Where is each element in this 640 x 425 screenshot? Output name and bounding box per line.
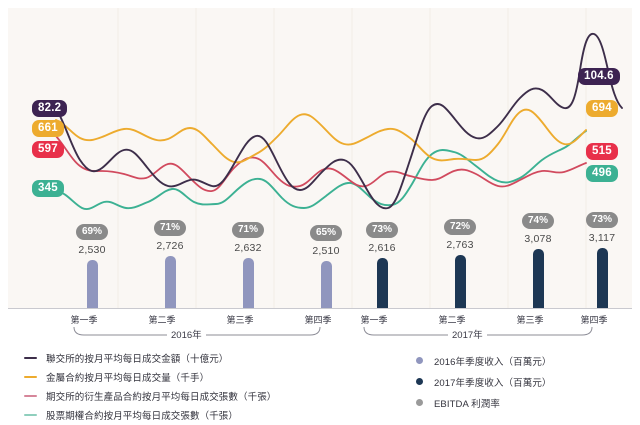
legend-dot-swatch-icon	[416, 399, 423, 406]
year-bracket-2016: 2016年	[72, 326, 322, 344]
value-badge-end-options: 496	[586, 165, 618, 182]
legend-item-equity-options[interactable]: 股票期權合約按月平均每日成交張數（千張）	[24, 405, 384, 424]
bar-group-2017-q4[interactable]: 73% 3,117	[576, 209, 628, 308]
bar-value-label: 2,632	[234, 242, 262, 254]
revenue-bar-2017[interactable]	[454, 255, 466, 308]
legend-label: EBITDA 利潤率	[434, 398, 500, 410]
value-badge-end-hkex: 104.6	[578, 68, 620, 85]
legend-item-revenue-2016[interactable]: 2016年季度收入（百萬元）	[416, 350, 626, 371]
legend-label: 期交所的衍生產品合約按月平均每日成交張數（千張）	[46, 391, 277, 403]
legend-item-ebitda-margin[interactable]: EBITDA 利潤率	[416, 392, 626, 413]
value-badge-start-futures: 597	[32, 141, 64, 158]
value-badge-start-options: 345	[32, 180, 64, 197]
bar-value-label: 2,510	[312, 245, 340, 257]
ebitda-pill: 71%	[231, 222, 264, 238]
legend-dot-swatch-icon	[416, 357, 423, 364]
value-badge-end-metals: 694	[586, 100, 618, 117]
x-tick-2016-q3: 第三季	[226, 315, 254, 325]
x-tick-2017-q2: 第二季	[438, 315, 466, 325]
bar-group-2016-q1[interactable]: 69% 2,530	[66, 221, 118, 308]
ebitda-pill: 72%	[443, 219, 476, 235]
legend-label: 股票期權合約按月平均每日成交張數（千張）	[46, 410, 239, 422]
bar-value-label: 3,117	[588, 232, 616, 244]
bar-value-label: 2,616	[368, 242, 396, 254]
value-badge-end-futures: 515	[586, 143, 618, 160]
legend-line-swatch-icon	[24, 394, 37, 397]
legend-dot-swatch-icon	[416, 378, 423, 385]
legend-item-futures-derivatives[interactable]: 期交所的衍生產品合約按月平均每日成交張數（千張）	[24, 386, 384, 405]
bar-value-label: 2,530	[78, 244, 106, 256]
x-tick-2016-q4: 第四季	[304, 315, 332, 325]
bar-value-label: 2,763	[446, 239, 474, 251]
ebitda-pill: 65%	[309, 225, 342, 241]
legend-bars: 2016年季度收入（百萬元） 2017年季度收入（百萬元） EBITDA 利潤率	[416, 350, 626, 413]
bar-layer: 69% 2,530 71% 2,726 71% 2,632 65% 2,510 …	[8, 8, 632, 308]
revenue-bar-2017[interactable]	[376, 258, 388, 308]
line-chart-svg	[55, 8, 623, 308]
line-series-futures-derivatives	[55, 135, 587, 192]
x-tick-2016-q1: 第一季	[70, 315, 98, 325]
bar-value-label: 2,726	[156, 240, 184, 252]
value-badge-start-hkex: 82.2	[32, 100, 68, 117]
ebitda-pill: 69%	[75, 224, 108, 240]
legend-line-swatch-icon	[24, 413, 37, 416]
revenue-bar-2016[interactable]	[242, 258, 254, 308]
revenue-bar-2017[interactable]	[532, 249, 544, 308]
bar-group-2017-q2[interactable]: 72% 2,763	[434, 216, 486, 308]
legend-lines: 聯交所的按月平均每日成交金額（十億元） 金屬合約按月平均每日成交量（千手） 期交…	[24, 348, 384, 424]
bar-group-2017-q1[interactable]: 73% 2,616	[356, 219, 408, 308]
revenue-bar-2017[interactable]	[596, 248, 608, 308]
line-series-equity-options	[55, 130, 587, 210]
legend-line-swatch-icon	[24, 375, 37, 378]
bar-value-label: 3,078	[524, 233, 552, 245]
ebitda-pill: 74%	[521, 213, 554, 229]
ebitda-pill: 73%	[365, 222, 398, 238]
legend-label: 聯交所的按月平均每日成交金額（十億元）	[46, 353, 229, 365]
bar-group-2016-q3[interactable]: 71% 2,632	[222, 219, 274, 308]
value-badge-start-metals: 661	[32, 120, 64, 137]
legend-label: 2016年季度收入（百萬元）	[434, 356, 552, 368]
revenue-bar-2016[interactable]	[164, 256, 176, 308]
x-tick-2017-q1: 第一季	[360, 315, 388, 325]
legend-item-hkex-turnover[interactable]: 聯交所的按月平均每日成交金額（十億元）	[24, 348, 384, 367]
revenue-bar-2016[interactable]	[320, 261, 332, 308]
line-series-metals	[55, 108, 587, 164]
bar-group-2016-q4[interactable]: 65% 2,510	[300, 222, 352, 308]
ebitda-pill: 71%	[153, 220, 186, 236]
year-label-2016: 2016年	[167, 327, 206, 341]
legend-line-swatch-icon	[24, 356, 37, 359]
legend-item-metals[interactable]: 金屬合約按月平均每日成交量（千手）	[24, 367, 384, 386]
ebitda-pill: 73%	[585, 212, 618, 228]
x-tick-2016-q2: 第二季	[148, 315, 176, 325]
bar-group-2017-q3[interactable]: 74% 3,078	[512, 210, 564, 308]
year-bracket-2017: 2017年	[362, 326, 594, 344]
legend-item-revenue-2017[interactable]: 2017年季度收入（百萬元）	[416, 371, 626, 392]
legend-label: 2017年季度收入（百萬元）	[434, 377, 552, 389]
line-series-hkex-turnover	[55, 32, 623, 210]
bar-group-2016-q2[interactable]: 71% 2,726	[144, 217, 196, 308]
legend-label: 金屬合約按月平均每日成交量（千手）	[46, 372, 210, 384]
x-axis-line	[8, 308, 632, 309]
plot-area: 82.2 661 597 345 104.6 694 515 496	[8, 8, 632, 308]
year-label-2017: 2017年	[448, 327, 487, 341]
x-tick-2017-q3: 第三季	[516, 315, 544, 325]
x-tick-2017-q4: 第四季	[580, 315, 608, 325]
revenue-bar-2016[interactable]	[86, 260, 98, 308]
